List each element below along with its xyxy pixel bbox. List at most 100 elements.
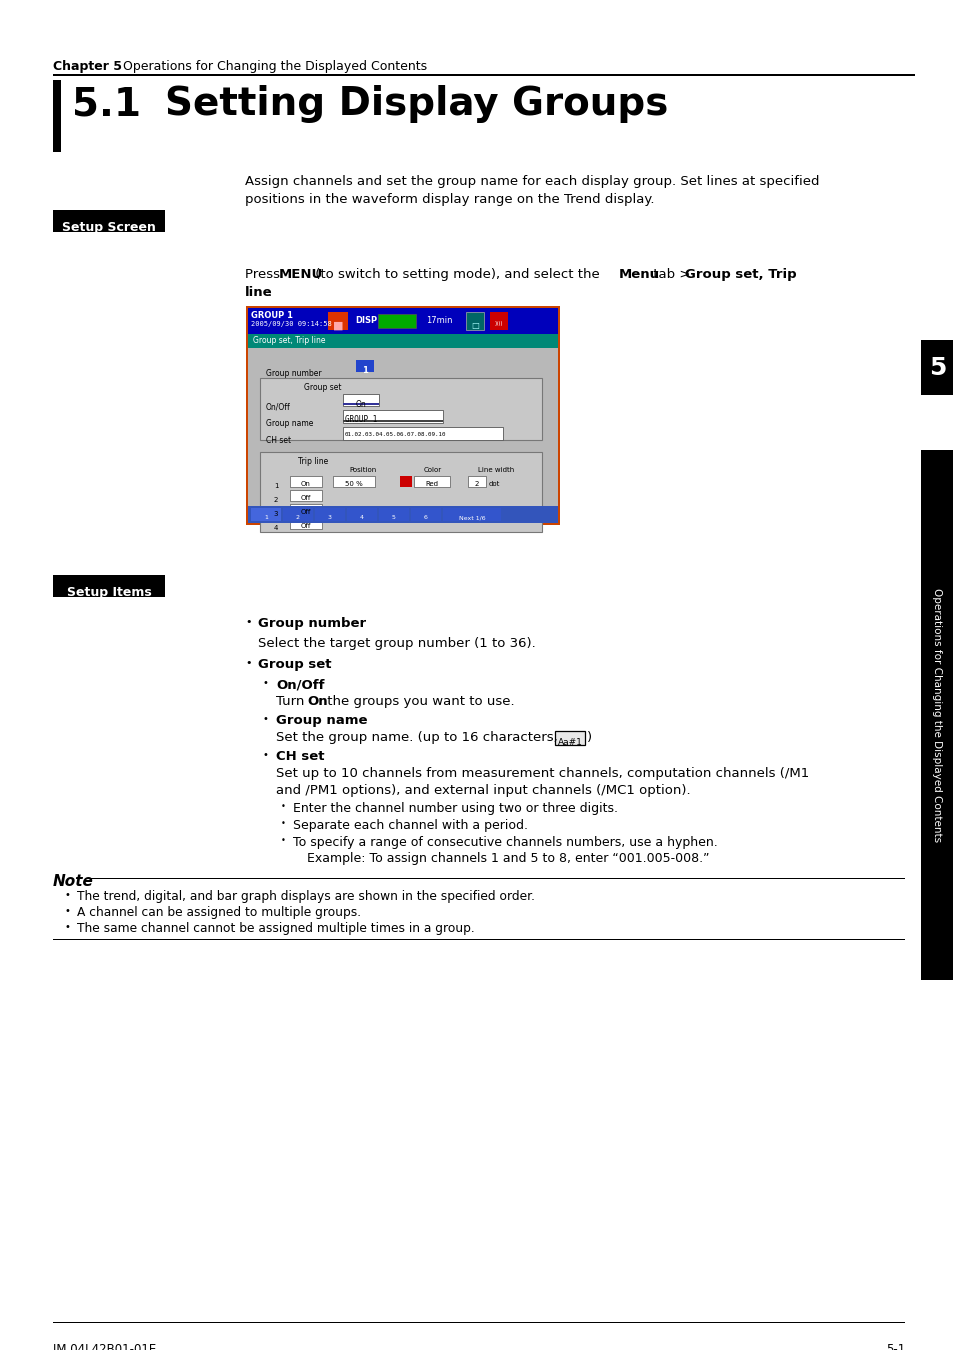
Bar	[343, 427, 502, 440]
Text: Group set, Trip line: Group set, Trip line	[253, 336, 325, 346]
Text: 5: 5	[392, 514, 395, 520]
Text: 3: 3	[274, 512, 278, 517]
Bar	[314, 508, 345, 521]
Text: Off: Off	[300, 524, 311, 529]
Text: Position: Position	[349, 467, 376, 472]
Bar	[355, 360, 374, 373]
Bar	[411, 508, 440, 521]
Bar	[53, 938, 904, 940]
Text: tab >: tab >	[648, 269, 694, 281]
Bar	[260, 378, 541, 440]
Text: positions in the waveform display range on the Trend display.: positions in the waveform display range …	[245, 193, 654, 207]
Text: Group set: Group set	[304, 383, 341, 392]
Text: Setting Display Groups: Setting Display Groups	[165, 85, 668, 123]
Bar	[343, 394, 378, 406]
Text: Aa#1: Aa#1	[557, 738, 582, 747]
Text: A channel can be assigned to multiple groups.: A channel can be assigned to multiple gr…	[77, 906, 361, 919]
Text: GROUP 1: GROUP 1	[251, 310, 293, 320]
Text: Example: To assign channels 1 and 5 to 8, enter “001.005-008.”: Example: To assign channels 1 and 5 to 8…	[307, 852, 709, 865]
Text: •: •	[281, 819, 286, 828]
Text: Operations for Changing the Displayed Contents: Operations for Changing the Displayed Co…	[111, 59, 427, 73]
Text: 1: 1	[274, 483, 278, 489]
Text: Group number: Group number	[257, 617, 366, 630]
Text: Off: Off	[300, 509, 311, 516]
Bar	[248, 506, 558, 522]
Bar	[248, 308, 558, 522]
Text: •: •	[263, 751, 269, 760]
Text: Turn: Turn	[275, 695, 309, 707]
Text: )))): ))))	[495, 321, 503, 325]
Text: .: .	[268, 286, 272, 298]
Bar	[555, 730, 584, 745]
Text: Press: Press	[245, 269, 284, 281]
Text: On/Off: On/Off	[266, 404, 291, 412]
Text: 1: 1	[264, 514, 268, 520]
Text: IM 04L42B01-01E: IM 04L42B01-01E	[53, 1343, 156, 1350]
Bar	[260, 452, 541, 532]
Bar	[283, 508, 313, 521]
Bar	[53, 73, 914, 76]
Bar	[399, 477, 412, 487]
Text: •: •	[281, 802, 286, 811]
Text: Enter the channel number using two or three digits.: Enter the channel number using two or th…	[293, 802, 618, 815]
Bar	[290, 504, 322, 514]
Text: 2: 2	[295, 514, 299, 520]
Text: 6: 6	[424, 514, 428, 520]
Text: Line width: Line width	[477, 467, 514, 472]
Text: and /PM1 options), and external input channels (/MC1 option).: and /PM1 options), and external input ch…	[275, 784, 690, 796]
Text: (to switch to setting mode), and select the: (to switch to setting mode), and select …	[311, 269, 603, 281]
Text: Set the group name. (up to 16 characters,: Set the group name. (up to 16 characters…	[275, 730, 561, 744]
Text: •: •	[281, 836, 286, 845]
Text: 2: 2	[475, 482, 478, 487]
Text: Select the target group number (1 to 36).: Select the target group number (1 to 36)…	[257, 637, 536, 649]
Text: 1: 1	[362, 366, 368, 375]
Text: CH set: CH set	[275, 751, 324, 763]
Text: Menu: Menu	[618, 269, 659, 281]
Bar	[290, 490, 322, 501]
Bar	[442, 508, 500, 521]
Text: To specify a range of consecutive channels numbers, use a hyphen.: To specify a range of consecutive channe…	[293, 836, 717, 849]
Text: Separate each channel with a period.: Separate each channel with a period.	[293, 819, 527, 832]
Text: CH set: CH set	[266, 436, 291, 446]
Text: •: •	[65, 890, 71, 900]
Text: Trip line: Trip line	[297, 458, 328, 466]
Text: Setup Items: Setup Items	[67, 586, 152, 599]
Bar	[90, 878, 904, 879]
Text: Note: Note	[53, 873, 93, 890]
Bar	[246, 306, 559, 525]
Bar	[347, 508, 376, 521]
Text: DISP: DISP	[355, 316, 376, 325]
Text: On: On	[355, 400, 366, 409]
Text: ): )	[586, 730, 592, 744]
Bar	[333, 477, 375, 487]
Text: Assign channels and set the group name for each display group. Set lines at spec: Assign channels and set the group name f…	[245, 176, 819, 188]
Bar	[251, 508, 281, 521]
Text: 3: 3	[328, 514, 332, 520]
Text: line: line	[245, 286, 273, 298]
Text: Off: Off	[300, 495, 311, 501]
Text: •: •	[245, 657, 252, 668]
Text: •: •	[263, 678, 269, 688]
Text: the groups you want to use.: the groups you want to use.	[323, 695, 514, 707]
Text: 4: 4	[359, 514, 364, 520]
Text: GROUP 1: GROUP 1	[345, 414, 377, 424]
Text: 5: 5	[928, 356, 945, 379]
Text: On/Off: On/Off	[275, 678, 324, 691]
Bar	[248, 333, 558, 348]
Bar	[343, 404, 378, 405]
Text: 2005/09/30 09:14:58: 2005/09/30 09:14:58	[251, 321, 332, 327]
Text: On: On	[301, 482, 311, 487]
Bar	[920, 450, 953, 980]
Text: dot: dot	[489, 482, 500, 487]
Text: Red: Red	[425, 482, 438, 487]
Text: 50 %: 50 %	[345, 482, 362, 487]
Bar	[465, 312, 483, 329]
Text: Group set: Group set	[257, 657, 331, 671]
Bar	[248, 308, 558, 333]
Text: •: •	[65, 922, 71, 931]
Text: Group number: Group number	[266, 369, 321, 378]
Text: 5.1: 5.1	[71, 85, 141, 123]
Bar	[53, 575, 165, 597]
Bar	[377, 315, 416, 328]
Text: □: □	[471, 321, 478, 329]
